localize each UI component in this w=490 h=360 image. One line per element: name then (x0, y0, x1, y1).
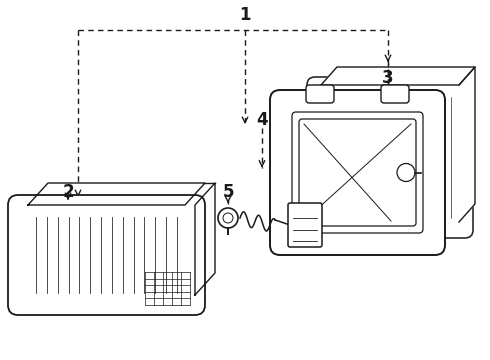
FancyBboxPatch shape (306, 85, 334, 103)
Text: 5: 5 (222, 183, 234, 201)
Text: 2: 2 (62, 183, 74, 201)
FancyBboxPatch shape (270, 90, 445, 255)
FancyBboxPatch shape (307, 77, 473, 238)
Polygon shape (195, 183, 215, 295)
FancyBboxPatch shape (299, 119, 416, 226)
Polygon shape (28, 183, 205, 205)
FancyBboxPatch shape (292, 112, 423, 233)
Polygon shape (459, 67, 475, 222)
FancyBboxPatch shape (8, 195, 205, 315)
FancyBboxPatch shape (288, 203, 322, 247)
FancyBboxPatch shape (381, 85, 409, 103)
Polygon shape (321, 67, 475, 85)
Text: 3: 3 (382, 69, 394, 87)
Text: 1: 1 (239, 6, 251, 24)
Text: 4: 4 (256, 111, 268, 129)
